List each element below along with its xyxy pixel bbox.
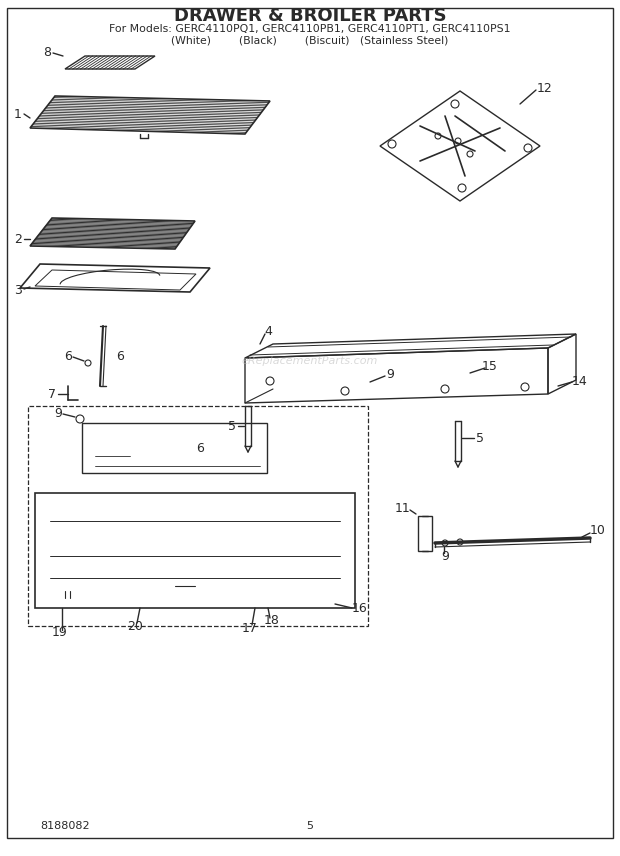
Text: 4: 4 (264, 324, 272, 337)
Text: 8188082: 8188082 (40, 821, 90, 831)
Text: 5: 5 (228, 419, 236, 432)
Text: 6: 6 (196, 442, 204, 455)
Text: 17: 17 (242, 621, 258, 634)
Bar (28, 406, 368, 626)
Bar (82, 423, 267, 473)
Text: 1: 1 (14, 108, 22, 121)
Text: 5: 5 (476, 431, 484, 444)
Text: 9: 9 (54, 407, 62, 419)
Text: (White)        (Black)        (Biscuit)   (Stainless Steel): (White) (Black) (Biscuit) (Stainless Ste… (171, 35, 449, 45)
Text: 18: 18 (264, 615, 280, 627)
Text: 9: 9 (386, 367, 394, 381)
Text: 3: 3 (14, 283, 22, 296)
Text: 2: 2 (14, 233, 22, 246)
Text: For Models: GERC4110PQ1, GERC4110PB1, GERC4110PT1, GERC4110PS1: For Models: GERC4110PQ1, GERC4110PB1, GE… (109, 24, 511, 34)
Text: 16: 16 (352, 602, 368, 615)
Bar (35, 493, 355, 608)
Text: 12: 12 (537, 81, 553, 94)
Bar (418, 516, 432, 551)
Text: 14: 14 (572, 375, 588, 388)
Text: 8: 8 (43, 45, 51, 58)
Text: 19: 19 (52, 627, 68, 639)
Text: 5: 5 (306, 821, 314, 831)
Text: eReplacementParts.com: eReplacementParts.com (242, 356, 378, 366)
Text: 10: 10 (590, 525, 606, 538)
Text: 6: 6 (64, 349, 72, 362)
Text: 9: 9 (441, 550, 449, 562)
Text: 11: 11 (395, 502, 411, 514)
Text: 20: 20 (127, 620, 143, 633)
Text: 15: 15 (482, 360, 498, 372)
Text: DRAWER & BROILER PARTS: DRAWER & BROILER PARTS (174, 7, 446, 25)
Text: 7: 7 (48, 388, 56, 401)
Text: 6: 6 (116, 349, 124, 362)
